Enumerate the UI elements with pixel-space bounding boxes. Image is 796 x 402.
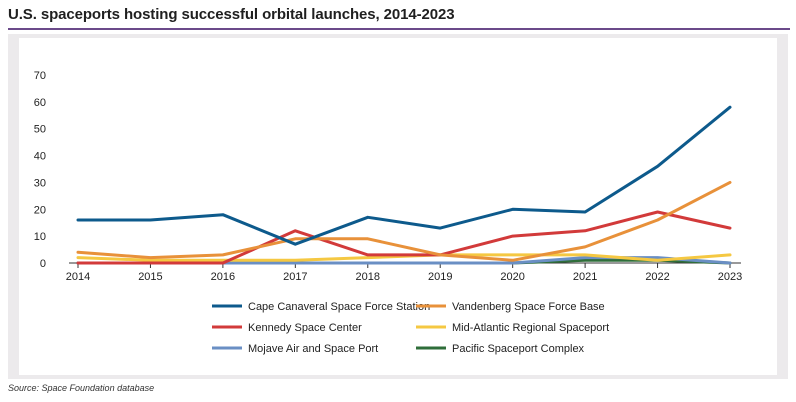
x-tick-label: 2018 <box>356 271 380 283</box>
line-chart: 0 10 20 30 40 50 60 70 2014 2015 2016 2017 2018 2019… <box>34 70 742 355</box>
x-tick-label: 2023 <box>718 271 742 283</box>
legend-label: Mojave Air and Space Port <box>248 343 378 355</box>
x-tick-label: 2017 <box>283 271 307 283</box>
legend-label: Pacific Spaceport Complex <box>452 343 585 355</box>
y-tick-label: 60 <box>34 97 46 109</box>
legend: Cape Canaveral Space Force Station Vanden… <box>212 301 609 355</box>
legend-label: Mid-Atlantic Regional Spaceport <box>452 322 609 334</box>
x-tick-label: 2014 <box>66 271 90 283</box>
y-tick-label: 20 <box>34 204 46 216</box>
legend-label: Vandenberg Space Force Base <box>452 301 605 313</box>
legend-label: Kennedy Space Center <box>248 322 362 334</box>
y-tick-label: 40 <box>34 151 46 163</box>
x-tick-label: 2019 <box>428 271 452 283</box>
y-tick-label: 10 <box>34 231 46 243</box>
source-note: Source: Space Foundation database <box>8 383 155 393</box>
series-line-kennedy-space-center <box>76 210 732 265</box>
x-tick-label: 2022 <box>645 271 669 283</box>
y-tick-label: 0 <box>40 258 46 270</box>
x-tick-label: 2020 <box>500 271 524 283</box>
title-divider <box>8 28 790 30</box>
series-line-vandenberg-space-force-base <box>76 180 732 262</box>
y-tick-label: 70 <box>34 70 46 82</box>
plot-area: 0 10 20 30 40 50 60 70 2014 2015 2016 2017 2018 2019… <box>19 38 777 375</box>
x-tick-label: 2021 <box>573 271 597 283</box>
y-tick-label: 30 <box>34 177 46 189</box>
x-tick-label: 2015 <box>138 271 162 283</box>
chart-panel: 0 10 20 30 40 50 60 70 2014 2015 2016 2017 2018 2019… <box>8 34 788 379</box>
x-tick-label: 2016 <box>211 271 235 283</box>
series-line-cape-canaveral-space-force-station <box>76 105 732 246</box>
chart-title: U.S. spaceports hosting successful orbit… <box>8 6 455 23</box>
y-axis: 0 10 20 30 40 50 60 70 <box>34 70 46 270</box>
y-tick-label: 50 <box>34 124 46 136</box>
series-lines <box>76 105 732 265</box>
x-axis: 2014 2015 2016 2017 2018 2019 2020 2021 2022 2023 <box>66 262 742 283</box>
legend-label: Cape Canaveral Space Force Station <box>248 301 430 313</box>
